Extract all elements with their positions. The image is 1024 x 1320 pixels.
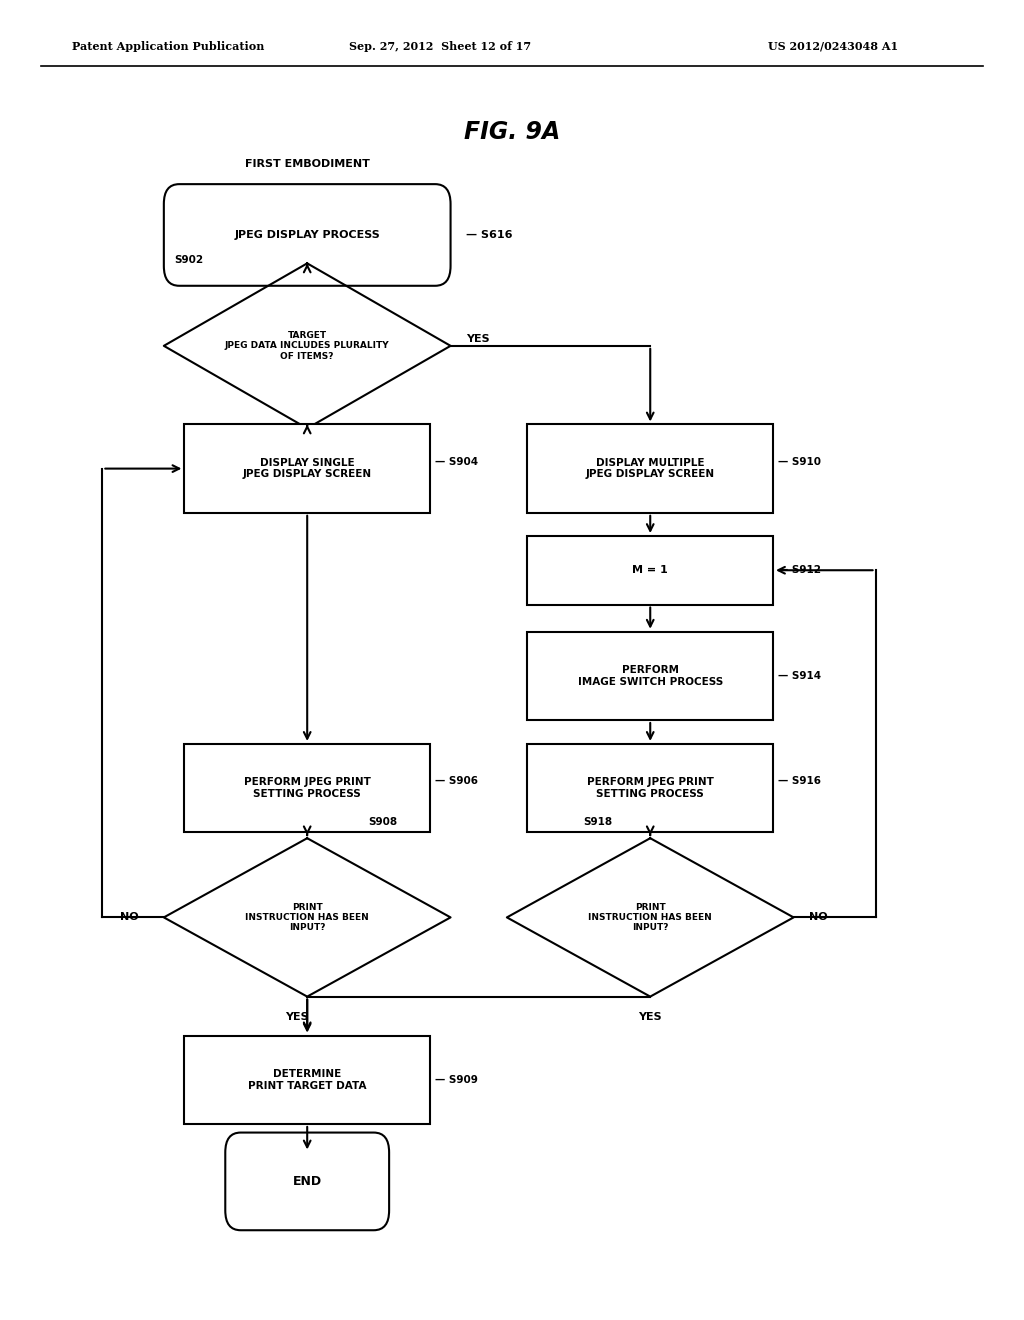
Text: — S914: — S914 — [778, 671, 821, 681]
Text: Patent Application Publication: Patent Application Publication — [72, 41, 264, 51]
Text: END: END — [293, 1175, 322, 1188]
Text: S918: S918 — [584, 817, 612, 828]
Text: — S904: — S904 — [435, 457, 478, 467]
Text: YES: YES — [466, 334, 489, 345]
Text: PERFORM
IMAGE SWITCH PROCESS: PERFORM IMAGE SWITCH PROCESS — [578, 665, 723, 686]
Polygon shape — [164, 263, 451, 428]
FancyBboxPatch shape — [184, 424, 430, 512]
Text: FIRST EMBODIMENT: FIRST EMBODIMENT — [245, 158, 370, 169]
Text: M = 1: M = 1 — [633, 565, 668, 576]
Text: — S910: — S910 — [778, 457, 821, 467]
FancyBboxPatch shape — [527, 424, 773, 512]
Text: DETERMINE
PRINT TARGET DATA: DETERMINE PRINT TARGET DATA — [248, 1069, 367, 1090]
Text: NO: NO — [288, 444, 306, 454]
Text: — S912: — S912 — [778, 565, 821, 576]
Text: YES: YES — [285, 1012, 309, 1023]
FancyBboxPatch shape — [527, 536, 773, 605]
Text: — S909: — S909 — [435, 1074, 478, 1085]
Text: S908: S908 — [369, 817, 397, 828]
Polygon shape — [164, 838, 451, 997]
Text: JPEG DISPLAY PROCESS: JPEG DISPLAY PROCESS — [234, 230, 380, 240]
Text: FIG. 9A: FIG. 9A — [464, 120, 560, 144]
FancyBboxPatch shape — [225, 1133, 389, 1230]
Text: PERFORM JPEG PRINT
SETTING PROCESS: PERFORM JPEG PRINT SETTING PROCESS — [587, 777, 714, 799]
Text: NO: NO — [809, 912, 827, 923]
Text: S902: S902 — [174, 255, 203, 265]
FancyBboxPatch shape — [184, 743, 430, 832]
Polygon shape — [507, 838, 794, 997]
Text: — S916: — S916 — [778, 776, 821, 787]
Text: YES: YES — [638, 1012, 663, 1023]
Text: DISPLAY SINGLE
JPEG DISPLAY SCREEN: DISPLAY SINGLE JPEG DISPLAY SCREEN — [243, 458, 372, 479]
Text: (PROCESS IN PORTABLE TERMINAL): (PROCESS IN PORTABLE TERMINAL) — [198, 193, 417, 203]
Text: US 2012/0243048 A1: US 2012/0243048 A1 — [768, 41, 898, 51]
Text: PERFORM JPEG PRINT
SETTING PROCESS: PERFORM JPEG PRINT SETTING PROCESS — [244, 777, 371, 799]
Text: Sep. 27, 2012  Sheet 12 of 17: Sep. 27, 2012 Sheet 12 of 17 — [349, 41, 531, 51]
FancyBboxPatch shape — [527, 743, 773, 832]
Text: PRINT
INSTRUCTION HAS BEEN
INPUT?: PRINT INSTRUCTION HAS BEEN INPUT? — [246, 903, 369, 932]
Text: PRINT
INSTRUCTION HAS BEEN
INPUT?: PRINT INSTRUCTION HAS BEEN INPUT? — [589, 903, 712, 932]
Text: — S906: — S906 — [435, 776, 478, 787]
FancyBboxPatch shape — [527, 631, 773, 721]
Text: TARGET
JPEG DATA INCLUDES PLURALITY
OF ITEMS?: TARGET JPEG DATA INCLUDES PLURALITY OF I… — [225, 331, 389, 360]
FancyBboxPatch shape — [164, 185, 451, 286]
FancyBboxPatch shape — [184, 1035, 430, 1125]
Text: DISPLAY MULTIPLE
JPEG DISPLAY SCREEN: DISPLAY MULTIPLE JPEG DISPLAY SCREEN — [586, 458, 715, 479]
Text: — S616: — S616 — [466, 230, 512, 240]
Text: NO: NO — [120, 912, 138, 923]
